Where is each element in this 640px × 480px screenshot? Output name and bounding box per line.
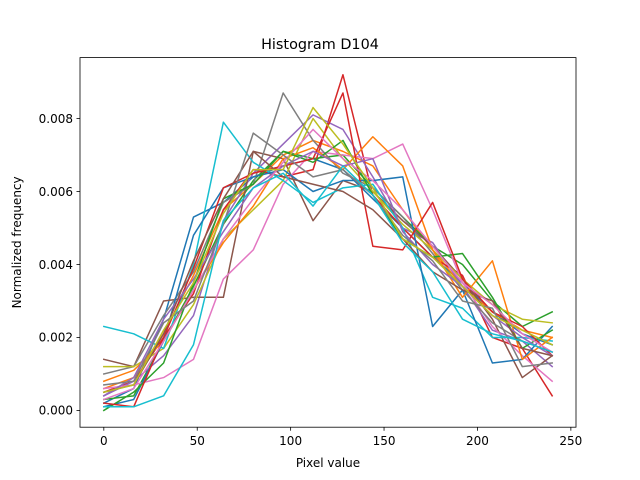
series-line-8 — [102, 92, 554, 375]
chart-title: Histogram D104 — [261, 37, 379, 53]
series-line-20 — [103, 165, 554, 408]
x-tick-label: 200 — [466, 434, 489, 448]
series-line-13 — [102, 139, 554, 412]
series-line-1 — [102, 157, 554, 405]
y-tick-label: 0.004 — [39, 258, 73, 272]
y-axis-label: Normalized frequency — [10, 176, 24, 308]
series-line-16 — [102, 150, 554, 394]
y-tick-label: 0.000 — [39, 404, 73, 418]
series-line-17 — [102, 128, 554, 401]
series-line-18 — [102, 132, 554, 386]
series-line-9 — [103, 117, 554, 368]
series-layer — [102, 74, 554, 412]
series-line-5 — [102, 114, 554, 397]
y-tick-label: 0.008 — [39, 112, 73, 126]
y-tick-label: 0.002 — [39, 331, 73, 345]
x-tick-label: 250 — [559, 434, 582, 448]
x-tick-label: 0 — [100, 434, 108, 448]
x-tick-label: 150 — [373, 434, 396, 448]
plot-area-frame — [79, 57, 577, 428]
axes-layer: 0 50 100 150 200 250 0.000 0.002 0.004 0.006 0.008 — [39, 112, 583, 448]
series-line-19 — [102, 106, 554, 394]
x-tick-label: 50 — [190, 434, 205, 448]
x-tick-label: 100 — [279, 434, 302, 448]
x-axis-label: Pixel value — [296, 456, 360, 470]
y-tick-label: 0.006 — [39, 185, 73, 199]
